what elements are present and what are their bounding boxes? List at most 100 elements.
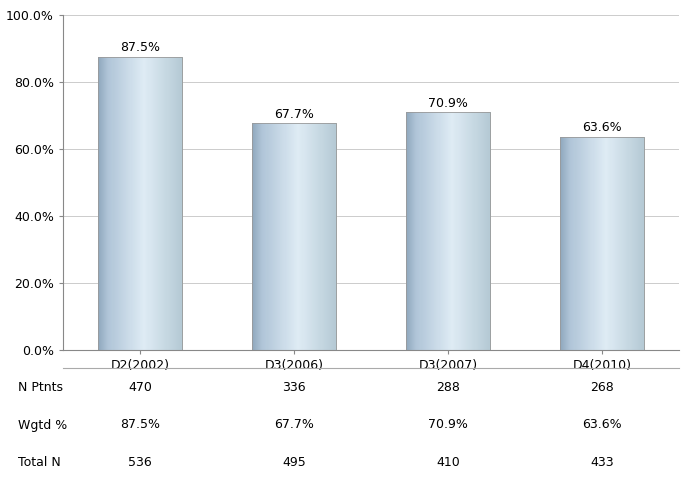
Bar	[286, 123, 287, 350]
Bar	[163, 57, 164, 350]
Bar	[570, 137, 572, 350]
Bar	[573, 137, 575, 350]
Bar	[449, 112, 450, 350]
Bar	[473, 112, 475, 350]
Bar	[454, 112, 456, 350]
Bar	[578, 137, 579, 350]
Bar	[325, 123, 326, 350]
Bar	[300, 123, 301, 350]
Bar	[124, 57, 125, 350]
Bar	[295, 123, 296, 350]
Bar	[286, 123, 288, 350]
Bar	[257, 123, 258, 350]
Bar	[156, 57, 158, 350]
Bar	[119, 57, 120, 350]
Bar	[270, 123, 271, 350]
Bar	[586, 137, 587, 350]
Bar	[130, 57, 132, 350]
Bar	[438, 112, 440, 350]
Bar	[435, 112, 437, 350]
Bar	[433, 112, 435, 350]
Bar	[154, 57, 155, 350]
Bar	[450, 112, 452, 350]
Bar	[619, 137, 620, 350]
Bar	[107, 57, 108, 350]
Bar	[334, 123, 335, 350]
Bar	[424, 112, 425, 350]
Bar	[288, 123, 290, 350]
Bar	[312, 123, 314, 350]
Bar	[617, 137, 618, 350]
Bar	[106, 57, 108, 350]
Bar	[594, 137, 596, 350]
Bar	[623, 137, 624, 350]
Bar	[328, 123, 329, 350]
Bar	[293, 123, 294, 350]
Bar	[580, 137, 581, 350]
Bar	[428, 112, 429, 350]
Bar	[582, 137, 583, 350]
Bar	[148, 57, 150, 350]
Bar	[458, 112, 459, 350]
Bar	[620, 137, 622, 350]
Bar	[122, 57, 123, 350]
Bar	[144, 57, 146, 350]
Bar	[406, 112, 407, 350]
Bar	[414, 112, 416, 350]
Bar	[480, 112, 481, 350]
Text: 67.7%: 67.7%	[274, 108, 314, 120]
Bar	[150, 57, 151, 350]
Bar	[271, 123, 272, 350]
Bar	[321, 123, 323, 350]
Bar	[159, 57, 160, 350]
Bar	[252, 123, 336, 350]
Text: 63.6%: 63.6%	[582, 418, 622, 432]
Bar	[579, 137, 580, 350]
Bar	[596, 137, 597, 350]
Bar	[267, 123, 269, 350]
Bar	[148, 57, 149, 350]
Bar	[573, 137, 574, 350]
Bar	[629, 137, 630, 350]
Bar	[406, 112, 491, 350]
Bar	[485, 112, 486, 350]
Bar	[421, 112, 423, 350]
Bar	[594, 137, 595, 350]
Bar	[171, 57, 172, 350]
Bar	[330, 123, 331, 350]
Bar	[561, 137, 562, 350]
Bar	[583, 137, 584, 350]
Bar	[416, 112, 418, 350]
Bar	[434, 112, 435, 350]
Bar	[172, 57, 173, 350]
Bar	[603, 137, 604, 350]
Bar	[407, 112, 408, 350]
Bar	[461, 112, 462, 350]
Bar	[562, 137, 563, 350]
Bar	[429, 112, 430, 350]
Bar	[258, 123, 260, 350]
Bar	[288, 123, 289, 350]
Bar	[588, 137, 589, 350]
Bar	[329, 123, 330, 350]
Bar	[284, 123, 286, 350]
Bar	[448, 112, 449, 350]
Bar	[304, 123, 306, 350]
Bar	[436, 112, 438, 350]
Bar	[409, 112, 410, 350]
Bar	[421, 112, 422, 350]
Text: 410: 410	[436, 456, 460, 469]
Bar	[134, 57, 135, 350]
Bar	[604, 137, 606, 350]
Bar	[179, 57, 181, 350]
Bar	[335, 123, 337, 350]
Bar	[176, 57, 177, 350]
Bar	[259, 123, 260, 350]
Bar	[100, 57, 101, 350]
Bar	[158, 57, 160, 350]
Bar	[606, 137, 608, 350]
Bar	[446, 112, 447, 350]
Bar	[622, 137, 624, 350]
Bar	[616, 137, 617, 350]
Bar	[608, 137, 610, 350]
